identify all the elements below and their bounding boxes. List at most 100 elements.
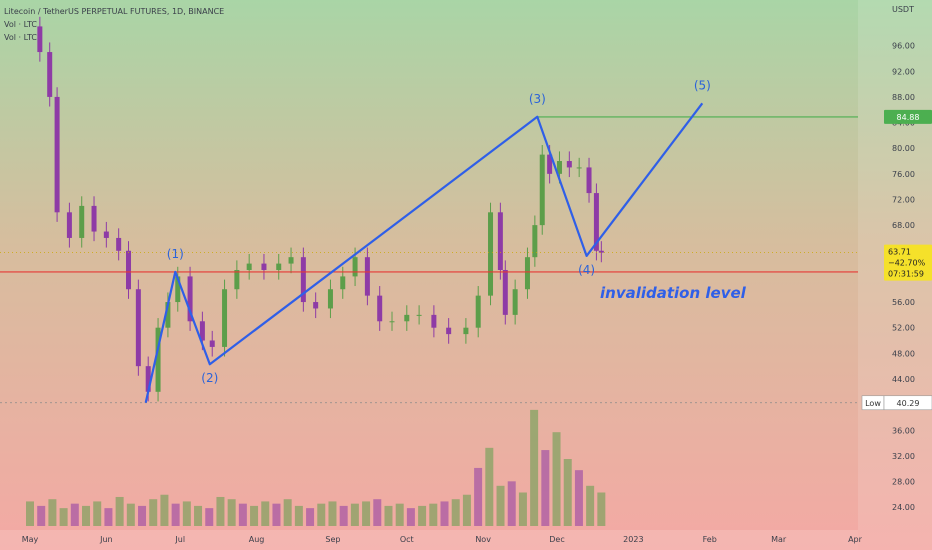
volume-bar xyxy=(597,492,606,526)
volume-bar xyxy=(496,485,505,526)
time-tick-label: Feb xyxy=(703,535,717,544)
time-axis[interactable]: May Jun Jul Aug Sep Oct Nov Dec 2023 Feb Mar Apr xyxy=(0,530,863,550)
wave-label: (1) xyxy=(167,247,184,261)
wave-label: (2) xyxy=(201,371,218,385)
candle-body xyxy=(431,314,437,328)
volume-indicator-label[interactable]: Vol · LTC xyxy=(4,20,37,29)
candle-body xyxy=(66,212,72,238)
candle-body xyxy=(222,289,228,347)
volume-bar xyxy=(462,494,471,526)
candle-body xyxy=(276,263,282,270)
price-tick-label: 52.00 xyxy=(892,324,915,333)
time-axis-panel[interactable] xyxy=(0,530,858,550)
low-marker-label: Low xyxy=(865,399,881,408)
candle-body xyxy=(539,154,545,226)
time-tick-label: Jul xyxy=(174,535,185,544)
candle-body xyxy=(547,154,553,174)
volume-bar xyxy=(530,409,539,526)
volume-bar xyxy=(440,501,449,526)
chart-title: Litecoin / TetherUS PERPETUAL FUTURES, 1… xyxy=(4,7,225,16)
volume-bar xyxy=(216,496,225,526)
candle-body xyxy=(145,366,151,392)
volume-bar xyxy=(238,503,247,526)
volume-bar xyxy=(227,499,236,526)
volume-bar xyxy=(429,503,438,526)
candle-body xyxy=(155,327,161,392)
time-tick-label: Oct xyxy=(400,535,414,544)
wave-line[interactable] xyxy=(144,102,704,403)
volume-bar xyxy=(59,508,68,526)
volume-bar xyxy=(373,499,382,526)
price-tick-label: 48.00 xyxy=(892,349,915,358)
volume-bar xyxy=(104,508,113,526)
time-tick-label: Nov xyxy=(475,535,491,544)
candle-body xyxy=(54,96,60,213)
volume-bar xyxy=(451,499,460,526)
volume-bar xyxy=(362,501,371,526)
price-tick-label: 72.00 xyxy=(892,195,915,204)
volume-bar xyxy=(339,505,348,526)
candle-body xyxy=(497,212,503,270)
volume-bar xyxy=(563,459,572,526)
candle-body xyxy=(91,205,97,232)
volume-bar xyxy=(283,499,292,526)
candle-body xyxy=(404,314,410,322)
candle-body xyxy=(532,225,538,258)
wave-label: (5) xyxy=(694,78,711,92)
candle-body xyxy=(598,250,604,253)
price-tick-label: 44.00 xyxy=(892,375,915,384)
price-tick-label: 24.00 xyxy=(892,503,915,512)
candle-body xyxy=(246,263,252,270)
volume-bar xyxy=(138,505,147,526)
volume-bar xyxy=(160,494,169,526)
volume-bar xyxy=(93,501,102,526)
volume-bar xyxy=(294,505,303,526)
chart-annotations: (1) (2) (3) (4) (5) invalidation level xyxy=(167,78,747,385)
candle-body xyxy=(37,26,43,53)
time-tick-label: Mar xyxy=(771,535,787,544)
low-value-box xyxy=(883,395,932,411)
volume-bar xyxy=(507,481,516,526)
candle-body xyxy=(79,205,85,238)
time-tick-label: Dec xyxy=(549,535,564,544)
price-axis-unit: USDT xyxy=(892,5,914,14)
volume-bar xyxy=(250,505,259,526)
candle-body xyxy=(340,276,346,290)
candle-body xyxy=(187,276,193,322)
candle-body xyxy=(556,161,562,174)
candle-body xyxy=(512,289,518,315)
volume-bar xyxy=(70,503,79,526)
candle-body xyxy=(566,161,572,168)
time-tick-label: Apr xyxy=(848,535,863,544)
volume-bar xyxy=(418,505,427,526)
candle-body xyxy=(103,231,109,238)
volume-bar xyxy=(126,503,135,526)
candle-body xyxy=(300,257,306,303)
candle-body xyxy=(416,314,422,316)
volume-bar xyxy=(261,501,270,526)
volume-bar xyxy=(306,508,315,526)
wave-label: (3) xyxy=(529,92,546,106)
price-tags: 84.88 63.71 −42.70% 07:31:59 Low 40.29 xyxy=(861,109,932,411)
price-tick-label: 88.00 xyxy=(892,93,915,102)
low-value-text: 40.29 xyxy=(897,399,920,408)
price-tick-label: 96.00 xyxy=(892,42,915,51)
candle-body xyxy=(586,167,592,194)
volume-bars xyxy=(26,409,606,526)
volume-bar xyxy=(205,508,214,526)
candle-body xyxy=(463,327,469,335)
elliott-wave-path xyxy=(144,102,704,403)
candle-body xyxy=(165,302,171,328)
volume-indicator-label-secondary[interactable]: Vol · LTC xyxy=(4,33,37,42)
candle-body xyxy=(261,263,267,270)
time-tick-label: Sep xyxy=(325,535,340,544)
candle-body xyxy=(502,270,508,315)
volume-bar xyxy=(317,503,326,526)
candle-body xyxy=(488,212,494,296)
price-tick-label: 56.00 xyxy=(892,298,915,307)
candle-body xyxy=(389,321,395,323)
candle-body xyxy=(352,257,358,277)
horizontal-levels xyxy=(0,116,858,404)
volume-bar xyxy=(395,503,404,526)
